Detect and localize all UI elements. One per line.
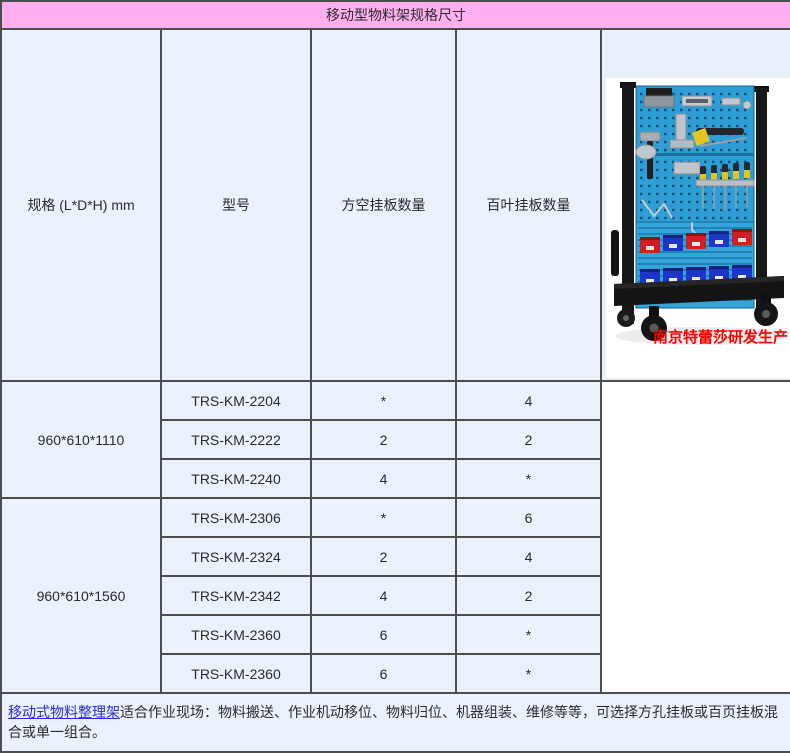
product-image-cell: 南京特蕾莎研发生产 (600, 28, 790, 382)
louver-board-qty-cell: * (455, 653, 602, 694)
square-board-qty-cell: 2 (310, 536, 457, 577)
column-header-model: 型号 (160, 28, 312, 382)
square-board-qty-cell: 6 (310, 614, 457, 655)
table-header-row: 规格 (L*D*H) mm 型号 方空挂板数量 百叶挂板数量 (0, 28, 790, 382)
table-row: 960*610*1560 TRS-KM-2306 * 6 (0, 497, 790, 694)
square-board-qty-cell: 4 (310, 458, 457, 499)
square-board-qty-cell: 4 (310, 575, 457, 616)
louver-board-qty-cell: * (455, 614, 602, 655)
table-title: 移动型物料架规格尺寸 (0, 0, 790, 30)
description-text: 适合作业现场：物料搬送、作业机动移位、物料归位、机器组装、维修等等，可选择方孔挂… (8, 704, 778, 741)
mobile-rack-link[interactable]: 移动式物料整理架 (8, 704, 120, 720)
louver-board-qty-cell: 4 (455, 536, 602, 577)
model-cell: TRS-KM-2204 (160, 380, 312, 421)
description-row: 移动式物料整理架适合作业现场：物料搬送、作业机动移位、物料归位、机器组装、维修等… (0, 692, 790, 753)
spec-group-cell: 960*610*1560 (0, 497, 162, 694)
product-photo-illustration: 南京特蕾莎研发生产 (606, 32, 789, 378)
spec-group-cell: 960*610*1110 (0, 380, 162, 499)
table-row: 960*610*1110 TRS-KM-2204 * 4 (0, 380, 790, 499)
louver-board-qty-cell: 2 (455, 575, 602, 616)
model-cell: TRS-KM-2360 (160, 653, 312, 694)
louver-board-qty-cell: 4 (455, 380, 602, 421)
square-board-qty-cell: 6 (310, 653, 457, 694)
model-cell: TRS-KM-2306 (160, 497, 312, 538)
model-cell: TRS-KM-2324 (160, 536, 312, 577)
model-cell: TRS-KM-2222 (160, 419, 312, 460)
description-cell: 移动式物料整理架适合作业现场：物料搬送、作业机动移位、物料归位、机器组装、维修等… (0, 692, 790, 753)
louver-board-qty-cell: 6 (455, 497, 602, 538)
model-cell: TRS-KM-2342 (160, 575, 312, 616)
square-board-qty-cell: 2 (310, 419, 457, 460)
column-header-square-board-qty: 方空挂板数量 (310, 28, 457, 382)
column-header-spec: 规格 (L*D*H) mm (0, 28, 162, 382)
product-caption: 南京特蕾莎研发生产 (653, 328, 788, 346)
column-header-louver-board-qty: 百叶挂板数量 (455, 28, 602, 382)
model-cell: TRS-KM-2240 (160, 458, 312, 499)
louver-board-qty-cell: 2 (455, 419, 602, 460)
square-board-qty-cell: * (310, 380, 457, 421)
model-cell: TRS-KM-2360 (160, 614, 312, 655)
table-title-row: 移动型物料架规格尺寸 (0, 0, 790, 30)
louver-board-qty-cell: * (455, 458, 602, 499)
square-board-qty-cell: * (310, 497, 457, 538)
